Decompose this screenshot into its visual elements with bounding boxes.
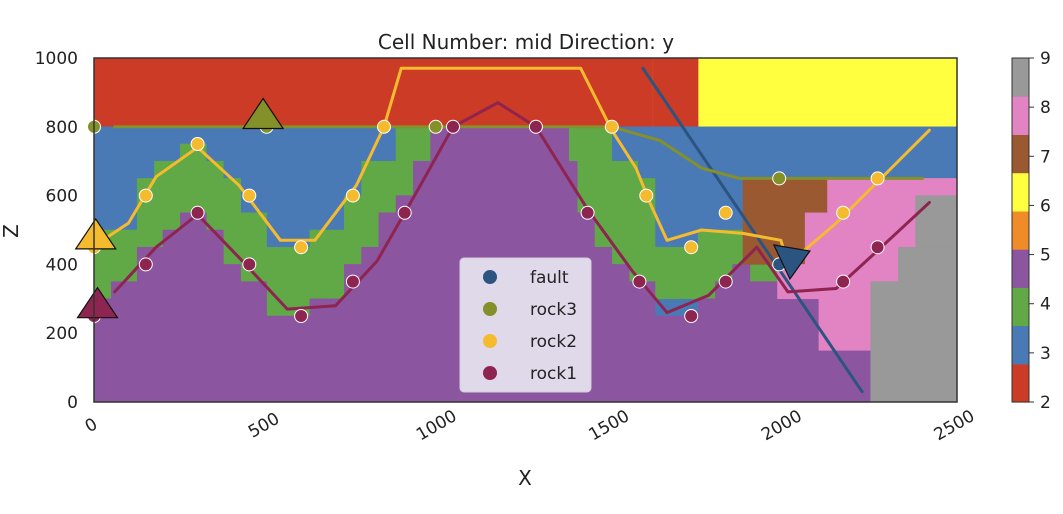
line-fault	[641, 66, 864, 394]
chart-title: Cell Number: mid Direction: y	[378, 30, 674, 54]
point-rock1	[242, 257, 257, 272]
x-axis-label: X	[518, 466, 532, 490]
legend-label-rock2: rock2	[530, 332, 577, 352]
point-rock1	[528, 119, 543, 134]
point-rock2	[294, 240, 309, 255]
point-rock2	[604, 119, 619, 134]
point-rock2	[836, 205, 851, 220]
colorbar-segment	[1012, 287, 1029, 327]
point-rock2	[138, 188, 153, 203]
region-gray-10	[915, 195, 958, 248]
y-tick-label: 800	[46, 118, 78, 138]
colorbar-tick-label: 9	[1040, 49, 1051, 69]
point-rock1	[138, 257, 153, 272]
point-rock2	[377, 119, 391, 134]
point-rock1	[632, 274, 647, 289]
x-tick-label: 2000	[758, 406, 805, 445]
legend-marker-fault	[483, 270, 497, 284]
x-tick-label: 1500	[586, 406, 633, 445]
legend-label-rock1: rock1	[530, 364, 577, 384]
colorbar: 2 3 4 5 6 7 8 9	[1011, 49, 1051, 413]
point-rock1	[397, 205, 412, 220]
colorbar-segment	[1012, 210, 1029, 250]
legend-marker-rock3	[483, 302, 497, 316]
colorbar-tick-label: 6	[1040, 196, 1051, 216]
colorbar-segment	[1012, 134, 1029, 174]
colorbar-segment	[1012, 249, 1029, 288]
orientation-fault	[772, 244, 811, 281]
orientation-rock2	[74, 217, 117, 250]
point-rock1	[836, 274, 851, 289]
point-rock1	[190, 205, 205, 220]
colorbar-tick-label: 4	[1040, 295, 1051, 315]
legend-marker-rock1	[483, 366, 497, 380]
point-rock2	[684, 240, 699, 255]
x-tick-label: 2500	[931, 406, 978, 445]
legend-marker-rock2	[483, 334, 497, 348]
point-rock1	[345, 274, 360, 289]
colorbar-segment	[1012, 96, 1029, 135]
point-rock3	[772, 171, 787, 186]
point-rock2	[718, 205, 733, 220]
legend-box	[459, 257, 592, 393]
orientation-rock3	[241, 97, 285, 130]
point-rock2	[870, 171, 885, 186]
colorbar-segment	[1012, 363, 1029, 403]
point-rock1	[580, 205, 595, 220]
colorbar-tick-label: 5	[1040, 246, 1051, 266]
colorbar-segment	[1012, 58, 1029, 97]
y-tick-label: 1000	[35, 49, 78, 69]
point-rock1	[294, 309, 309, 323]
y-tick-label: 200	[46, 324, 78, 344]
orientation-markers	[74, 97, 811, 319]
point-rock2	[639, 188, 654, 203]
x-tick-label: 0	[82, 414, 101, 437]
legend: fault rock3 rock2 rock1	[459, 257, 592, 393]
y-tick-label: 400	[46, 255, 78, 275]
orientation-rock1	[76, 286, 119, 319]
point-rock1	[870, 240, 885, 255]
x-tick-label: 1000	[413, 406, 460, 445]
y-axis-ticks: 0 200 400 600 800 1000	[35, 49, 78, 413]
point-rock2	[345, 188, 360, 203]
legend-label-fault: fault	[530, 268, 569, 288]
point-rock2	[242, 188, 257, 203]
point-rock1	[446, 119, 460, 134]
colorbar-frame	[1011, 57, 1030, 403]
colorbar-tick-label: 7	[1040, 147, 1051, 167]
point-rock3	[428, 119, 443, 134]
colorbar-tick-label: 3	[1040, 344, 1051, 364]
colorbar-tick-label: 8	[1040, 98, 1051, 118]
legend-label-rock3: rock3	[530, 300, 577, 320]
plot-frame	[93, 57, 958, 403]
point-rock1	[684, 309, 699, 323]
y-tick-label: 0	[67, 393, 78, 413]
y-axis-label: Z	[0, 224, 23, 238]
point-rock1	[718, 274, 733, 289]
colorbar-segment	[1012, 172, 1029, 212]
x-tick-label: 500	[245, 409, 283, 443]
y-tick-label: 600	[46, 187, 78, 207]
colorbar-segment	[1012, 325, 1029, 365]
x-axis-ticks: 0 500 1000 1500 2000 2500	[82, 406, 978, 445]
point-rock2	[190, 137, 205, 151]
colorbar-tick-label: 2	[1040, 393, 1051, 413]
